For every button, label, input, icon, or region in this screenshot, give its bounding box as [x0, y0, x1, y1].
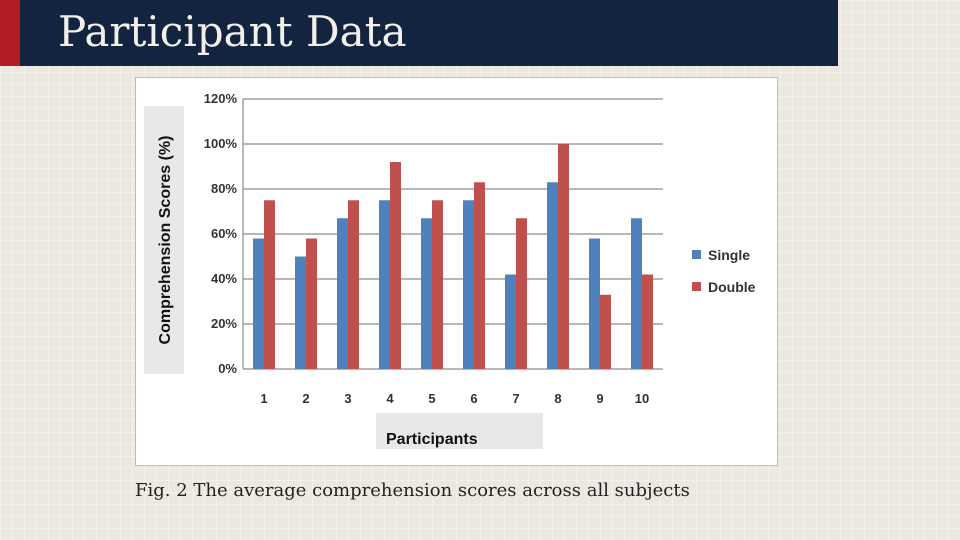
y-tick-label: 80%: [211, 181, 237, 196]
y-tick-label: 120%: [204, 91, 238, 106]
bar-chart: 0% 20% 40% 60% 80% 100% 120% 1 2 3 4 5 6 7 8 9 10 Compreh…: [144, 91, 756, 449]
bar-single: [463, 200, 474, 369]
y-tick-label: 100%: [204, 136, 238, 151]
xlabel-band: [376, 413, 543, 449]
x-tick-label: 4: [386, 391, 394, 406]
bar-single: [337, 218, 348, 369]
chart-frame: 0% 20% 40% 60% 80% 100% 120% 1 2 3 4 5 6 7 8 9 10 Compreh…: [135, 77, 778, 466]
legend-label-double: Double: [708, 279, 756, 295]
legend-label-single: Single: [708, 247, 750, 263]
bar-double: [264, 200, 275, 369]
bar-double: [348, 200, 359, 369]
bar-single: [505, 274, 516, 369]
bar-double: [432, 200, 443, 369]
bar-double: [558, 144, 569, 369]
x-tick-label: 6: [470, 391, 477, 406]
x-tick-label: 10: [635, 391, 649, 406]
y-tick-label: 20%: [211, 316, 237, 331]
x-tick-label: 1: [260, 391, 267, 406]
x-tick-label: 7: [512, 391, 519, 406]
x-tick-label: 8: [554, 391, 561, 406]
x-tick-label: 3: [344, 391, 351, 406]
slide-title: Participant Data: [58, 7, 407, 56]
bar-double: [516, 218, 527, 369]
bar-double: [474, 182, 485, 369]
ylabel-band: [144, 106, 184, 374]
x-axis-title: Participants: [386, 431, 478, 448]
x-tick-label: 9: [596, 391, 603, 406]
x-tick-label: 5: [428, 391, 435, 406]
bar-single: [295, 256, 306, 369]
legend-swatch-double: [692, 282, 701, 291]
y-axis-title: Comprehension Scores (%): [157, 136, 174, 345]
bar-single: [379, 200, 390, 369]
x-tick-label: 2: [302, 391, 309, 406]
title-accent: [0, 0, 20, 66]
figure-caption: Fig. 2 The average comprehension scores …: [135, 480, 690, 501]
bar-single: [547, 182, 558, 369]
bar-single: [421, 218, 432, 369]
bar-single: [253, 238, 264, 369]
bar-double: [600, 294, 611, 369]
y-tick-label: 40%: [211, 271, 237, 286]
bar-double: [306, 238, 317, 369]
title-bar: Participant Data: [0, 0, 838, 66]
y-tick-label: 60%: [211, 226, 237, 241]
bar-double: [642, 274, 653, 369]
bar-double: [390, 162, 401, 369]
legend-swatch-single: [692, 250, 701, 259]
y-tick-label: 0%: [218, 361, 237, 376]
bar-single: [589, 238, 600, 369]
bar-single: [631, 218, 642, 369]
